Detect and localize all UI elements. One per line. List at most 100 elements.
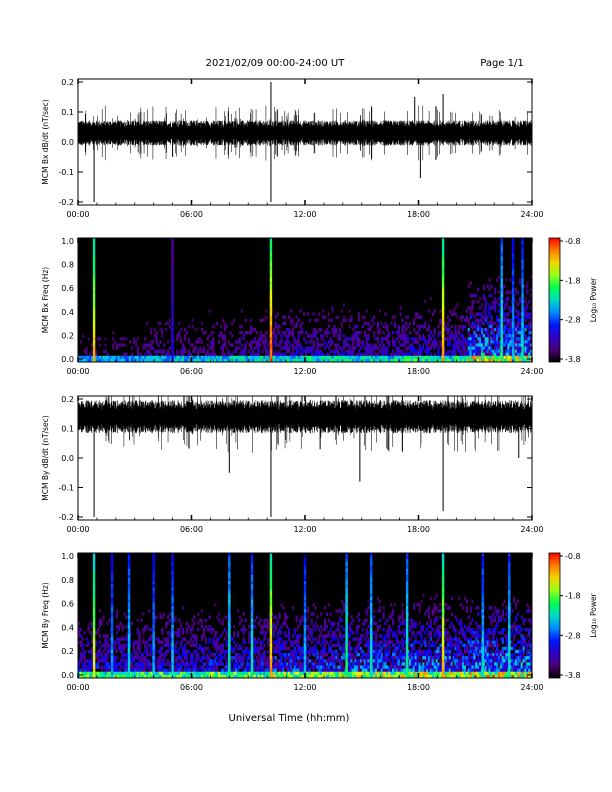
spectrogram-event-cell (500, 324, 503, 329)
spectrogram-cell (363, 352, 366, 357)
spectrogram-cell (240, 331, 243, 335)
spectrogram-event-cell (269, 269, 273, 273)
spectrogram-cell (159, 615, 162, 619)
spectrogram-cell (524, 343, 527, 347)
spectrogram-cell (225, 615, 228, 619)
spectrogram-cell (378, 331, 381, 335)
spectrogram-cell (242, 352, 245, 357)
spectrogram-cell (514, 315, 518, 319)
spectrogram-cell (409, 618, 412, 623)
spectrogram-cell (322, 646, 325, 651)
spectrogram-event-cell (500, 287, 503, 291)
spectrogram-cell (178, 321, 181, 326)
spectrogram-cell (191, 659, 194, 663)
spectrogram-cell (308, 649, 311, 654)
spectrogram-cell (219, 621, 223, 626)
spectrogram-event-cell (521, 315, 524, 319)
spectrogram-cell (367, 624, 370, 629)
x-tick-label: 24:00 (520, 367, 543, 376)
spectrogram-cell (401, 643, 404, 648)
spectrogram-cell (357, 643, 361, 648)
spectrogram-cell (308, 334, 311, 338)
spectrogram-event-cell (269, 318, 273, 322)
spectrogram-cell (424, 612, 427, 616)
spectrogram-cell (144, 624, 147, 629)
spectrogram-cell (161, 352, 164, 357)
spectrogram-cell (329, 340, 332, 344)
spectrogram-cell (238, 358, 241, 363)
spectrogram-cell (193, 662, 196, 666)
spectrogram-cell (305, 349, 308, 353)
spectrogram-cell (518, 300, 521, 304)
spectrogram-cell (138, 659, 141, 663)
spectrogram-cell (448, 340, 451, 344)
spectrogram-cell (393, 343, 397, 347)
spectrogram-cell (189, 671, 192, 676)
spectrogram-cell (291, 674, 294, 679)
spectrogram-cell (95, 640, 98, 644)
spectrogram-cell (490, 327, 493, 332)
spectrogram-cell (274, 671, 277, 676)
spectrogram-cell (344, 349, 347, 353)
spectrogram-cell (318, 634, 321, 638)
spectrogram-cell (486, 321, 489, 326)
spectrogram-cell (458, 637, 461, 641)
spectrogram-cell (301, 327, 304, 332)
spectrogram-cell (467, 337, 470, 341)
spectrogram-cell (448, 640, 451, 644)
spectrogram-event-cell (521, 293, 524, 298)
spectrogram-cell (426, 346, 429, 350)
spectrogram-cell (339, 334, 342, 338)
spectrogram-cell (168, 662, 171, 666)
spectrogram-event-cell (92, 300, 96, 304)
spectrogram-cell (327, 358, 330, 363)
spectrogram-cell (452, 355, 455, 360)
spectrogram-cell (113, 340, 117, 344)
spectrogram-cell (210, 628, 213, 632)
spectrogram-cell (382, 637, 385, 641)
spectrogram-cell (437, 346, 440, 350)
spectrogram-cell (376, 337, 380, 341)
spectrogram-cell (431, 628, 434, 632)
spectrogram-cell (142, 656, 145, 660)
spectrogram-cell (161, 653, 164, 657)
spectrogram-cell (475, 334, 478, 338)
spectrogram-cell (308, 346, 311, 350)
spectrogram-cell (221, 355, 224, 360)
spectrogram-cell (339, 631, 342, 635)
spectrogram-cell (505, 334, 508, 338)
spectrogram-cell (106, 634, 109, 638)
colorbar (548, 237, 561, 363)
spectrogram-cell (125, 671, 128, 676)
spectrogram-cell (456, 303, 459, 307)
spectrogram-cell (354, 659, 357, 663)
spectrogram-cell (530, 315, 533, 319)
spectrogram-cell (110, 355, 113, 360)
spectrogram-cell (439, 318, 442, 322)
spectrogram-cell (429, 659, 433, 663)
spectrogram-cell (310, 631, 313, 635)
spectrogram-cell (410, 653, 414, 657)
spectrogram-cell (314, 349, 317, 353)
spectrogram-event-cell (500, 340, 503, 344)
spectrogram-event-cell (269, 343, 273, 347)
spectrogram-cell (444, 646, 448, 651)
spectrogram-cell (373, 665, 376, 669)
spectrogram-cell (144, 646, 147, 651)
spectrogram-cell (373, 674, 376, 679)
spectrogram-cell (460, 324, 463, 329)
spectrogram-cell (214, 659, 217, 663)
spectrogram-cell (308, 340, 311, 344)
spectrogram-cell (329, 612, 332, 616)
spectrogram-cell (238, 346, 241, 350)
spectrogram-cell (399, 312, 402, 316)
spectrogram-cell (416, 656, 419, 660)
spectrogram-cell (454, 668, 457, 673)
spectrogram-cell (524, 349, 527, 353)
spectrogram-cell (134, 662, 137, 666)
spectrogram-cell (359, 634, 363, 638)
spectrogram-cell (138, 668, 141, 673)
spectrogram-cell (248, 662, 251, 666)
spectrogram-cell (246, 340, 249, 344)
spectrogram-cell (297, 671, 300, 676)
